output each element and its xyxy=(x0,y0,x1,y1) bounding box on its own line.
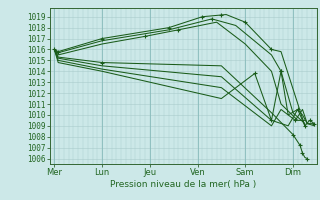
X-axis label: Pression niveau de la mer( hPa ): Pression niveau de la mer( hPa ) xyxy=(110,180,256,189)
